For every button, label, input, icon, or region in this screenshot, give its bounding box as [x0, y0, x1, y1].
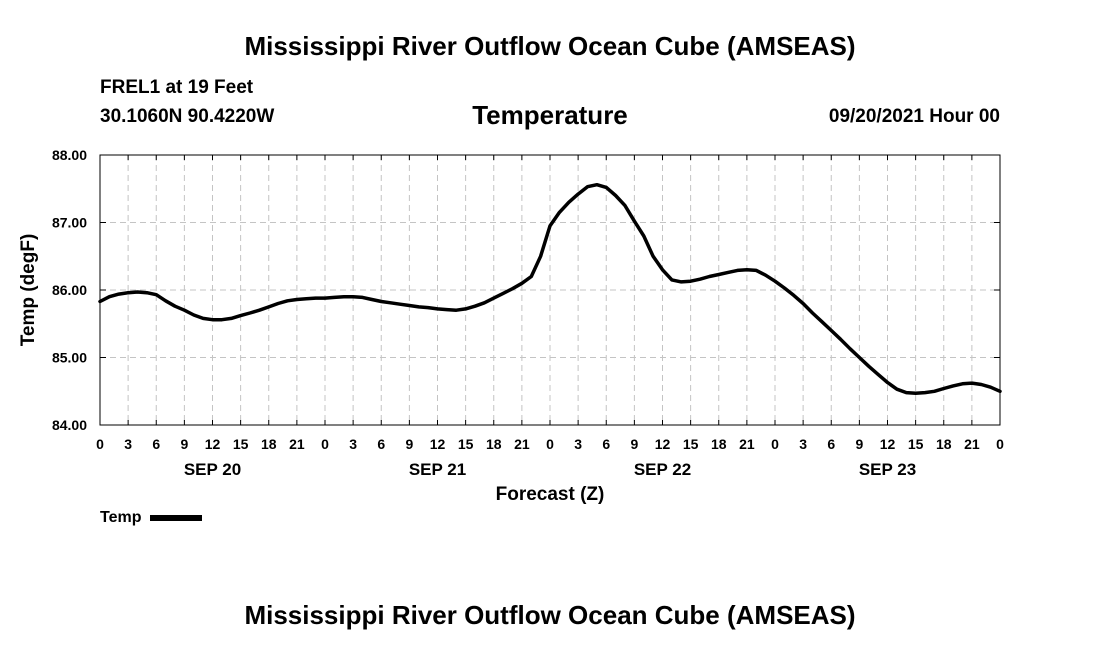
x-tick-label: 15 — [233, 436, 249, 452]
x-tick-label: 18 — [936, 436, 952, 452]
x-tick-label: 15 — [908, 436, 924, 452]
x-tick-label: 6 — [377, 436, 385, 452]
x-tick-label: 9 — [180, 436, 188, 452]
x-tick-label: 0 — [321, 436, 329, 452]
day-label: SEP 21 — [409, 460, 466, 479]
y-axis-label: Temp (degF) — [18, 234, 39, 347]
x-tick-label: 21 — [739, 436, 755, 452]
x-tick-label: 18 — [486, 436, 502, 452]
x-tick-label: 0 — [771, 436, 779, 452]
axes: 0 3 6 9 12 15 18 21 0 3 6 9 12 15 18 21 0 3 6 9 12 15 18 21 0 3 6 9… — [18, 147, 1004, 505]
x-tick-label: 9 — [405, 436, 413, 452]
x-tick-label: 12 — [880, 436, 896, 452]
legend: Temp — [100, 509, 203, 527]
x-tick-label: 18 — [261, 436, 277, 452]
x-tick-label: 12 — [430, 436, 446, 452]
y-tick-label: 84.00 — [52, 417, 87, 433]
x-tick-label: 12 — [205, 436, 221, 452]
x-tick-label: 3 — [799, 436, 807, 452]
x-tick-label: 9 — [855, 436, 863, 452]
x-tick-label: 0 — [996, 436, 1004, 452]
x-tick-label: 12 — [655, 436, 671, 452]
legend-label: Temp — [100, 509, 142, 526]
day-label: SEP 23 — [859, 460, 916, 479]
x-tick-label: 3 — [349, 436, 357, 452]
series-line-temp — [98, 182, 1002, 396]
x-tick-label: 0 — [546, 436, 554, 452]
x-tick-label: 9 — [630, 436, 638, 452]
y-tick-label: 88.00 — [52, 147, 87, 163]
x-tick-label: 6 — [827, 436, 835, 452]
x-tick-label: 21 — [964, 436, 980, 452]
y-tick-label: 87.00 — [52, 215, 87, 231]
x-tick-label: 15 — [683, 436, 699, 452]
x-tick-label: 6 — [152, 436, 160, 452]
series-layer — [98, 182, 1002, 396]
day-label: SEP 20 — [184, 460, 241, 479]
x-tick-label: 18 — [711, 436, 727, 452]
station-name: FREL1 at 19 Feet — [100, 77, 254, 98]
x-tick-label: 15 — [458, 436, 474, 452]
x-tick-label: 6 — [602, 436, 610, 452]
main-title-top: Mississippi River Outflow Ocean Cube (AM… — [244, 31, 856, 61]
x-tick-label: 3 — [124, 436, 132, 452]
y-tick-label: 85.00 — [52, 350, 87, 366]
plot-frame — [99, 154, 1001, 426]
x-tick-label: 3 — [574, 436, 582, 452]
x-tick-label: 21 — [289, 436, 305, 452]
chart-title: Temperature — [472, 100, 628, 130]
legend-swatch — [150, 515, 203, 521]
day-label: SEP 22 — [634, 460, 691, 479]
x-axis-label: Forecast (Z) — [496, 484, 605, 505]
x-tick-label: 21 — [514, 436, 530, 452]
main-title-bottom: Mississippi River Outflow Ocean Cube (AM… — [244, 600, 856, 630]
grid-lines — [100, 155, 1000, 425]
x-tick-label: 0 — [96, 436, 104, 452]
station-coordinates: 30.1060N 90.4220W — [100, 106, 275, 127]
forecast-date: 09/20/2021 Hour 00 — [828, 106, 1000, 127]
y-tick-label: 86.00 — [52, 282, 87, 298]
